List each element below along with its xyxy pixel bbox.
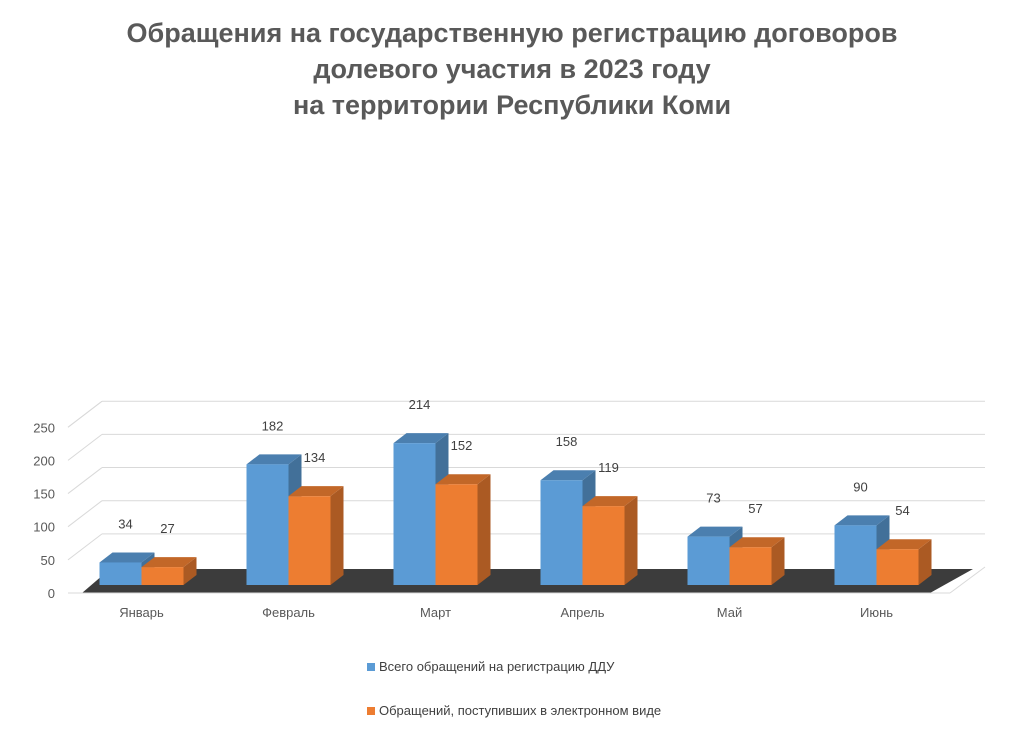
- y-tick-label: 150: [33, 487, 55, 502]
- data-label: 34: [118, 516, 132, 531]
- legend-label-total: Всего обращений на регистрацию ДДУ: [379, 659, 615, 674]
- bar-top: [141, 557, 197, 568]
- data-label: 54: [895, 503, 909, 518]
- bar-top: [582, 496, 638, 507]
- bar: [687, 536, 730, 585]
- bar-top: [876, 539, 932, 550]
- data-label: 214: [409, 397, 431, 412]
- bar-top: [246, 454, 302, 465]
- y-tick-label: 50: [41, 553, 55, 568]
- bar-top: [99, 552, 155, 563]
- y-tick-label: 250: [33, 420, 55, 435]
- x-tick-label: Апрель: [560, 605, 604, 620]
- legend-label-electronic: Обращений, поступивших в электронном вид…: [379, 703, 662, 718]
- bar: [729, 547, 772, 585]
- legend-swatch-electronic: [367, 707, 375, 715]
- data-label: 57: [748, 501, 762, 516]
- bar-side: [918, 539, 932, 585]
- bar: [246, 464, 289, 585]
- gridline-depth: [67, 533, 103, 561]
- y-tick-label: 200: [33, 453, 55, 468]
- legend-item-electronic: Обращений, поступивших в электронном вид…: [367, 703, 661, 718]
- bar: [99, 562, 142, 585]
- data-label: 134: [304, 450, 326, 465]
- chart-title-line-1: Обращения на государственную регистрацию…: [126, 18, 898, 48]
- chart-title-line-3: на территории Республики Коми: [292, 90, 732, 120]
- bar-top: [834, 515, 890, 526]
- bar-top: [393, 433, 449, 444]
- gridline-depth: [67, 500, 103, 528]
- data-label: 73: [706, 491, 720, 506]
- bar: [876, 549, 919, 585]
- bar-top: [288, 486, 344, 497]
- x-tick-label: Март: [420, 605, 451, 620]
- legend-item-total: Всего обращений на регистрацию ДДУ: [367, 659, 614, 674]
- data-label: 119: [598, 460, 619, 475]
- x-tick-label: Июнь: [860, 605, 893, 620]
- bar: [834, 525, 877, 585]
- bar-side: [624, 496, 638, 585]
- bar-side: [330, 486, 344, 585]
- bar-top: [687, 526, 743, 537]
- bar: [435, 484, 478, 585]
- data-label: 27: [160, 521, 174, 536]
- x-tick-label: Февраль: [262, 605, 315, 620]
- bar-side: [477, 474, 491, 585]
- y-tick-label: 100: [33, 520, 55, 535]
- bar-side: [183, 557, 197, 585]
- bar-side: [771, 537, 785, 585]
- x-tick-label: Январь: [119, 605, 164, 620]
- legend-swatch-total: [367, 663, 375, 671]
- bar: [393, 443, 436, 585]
- gridline-depth: [67, 467, 103, 494]
- x-tick-label: Май: [717, 605, 742, 620]
- data-label: 152: [451, 438, 473, 453]
- gridline-depth: [67, 400, 103, 428]
- data-label: 158: [556, 434, 578, 449]
- bar-top: [435, 474, 491, 485]
- y-tick-label: 0: [48, 586, 55, 601]
- x-axis-depth: [949, 566, 986, 594]
- bar: [141, 567, 184, 585]
- chart-title-line-2: долевого участия в 2023 году: [313, 54, 711, 84]
- bar-top: [540, 470, 596, 481]
- bar: [582, 506, 625, 585]
- data-label: 182: [262, 418, 284, 433]
- bar: [288, 496, 331, 585]
- gridline-depth: [67, 434, 103, 461]
- data-label: 90: [853, 479, 867, 494]
- bar: [540, 480, 583, 585]
- bar-top: [729, 537, 785, 548]
